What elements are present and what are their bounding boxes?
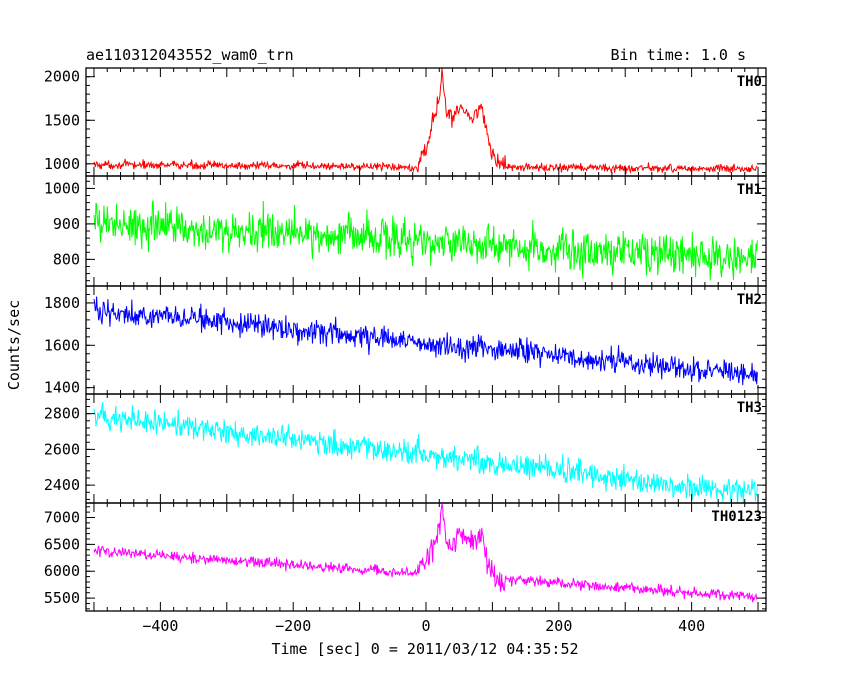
y-tick-label: 900 — [53, 215, 80, 233]
y-tick-label: 6500 — [44, 535, 80, 553]
panel-frame — [85, 393, 767, 504]
y-tick-label: 2800 — [44, 405, 80, 423]
panels-group: TH0 1000 1500 2000 TH1 800 900 1000 TH2 1400 1600 1… — [44, 67, 767, 612]
y-tick-label: 5500 — [44, 589, 80, 607]
y-tick-label: 1000 — [44, 155, 80, 173]
plot-title-left: ae110312043552_wam0_trn — [86, 46, 294, 64]
panel-label-th1: TH1 — [737, 182, 762, 198]
x-tick-label: −400 — [142, 617, 178, 635]
panel-th0: TH0 1000 1500 2000 — [44, 67, 767, 177]
x-tick-label: 400 — [678, 617, 705, 635]
y-tick-label: 6000 — [44, 562, 80, 580]
x-tick-label: 0 — [421, 617, 430, 635]
y-tick-label: 2600 — [44, 440, 80, 458]
plot-title-right: Bin time: 1.0 s — [611, 46, 746, 64]
y-tick-label: 2400 — [44, 476, 80, 494]
y-tick-label: 1000 — [44, 179, 80, 197]
panel-th1: TH1 800 900 1000 — [44, 175, 767, 287]
series-line-th0 — [93, 68, 758, 175]
panel-frame — [85, 67, 767, 177]
panel-frame — [85, 285, 767, 395]
y-tick-label: 7000 — [44, 509, 80, 527]
y-tick-label: 800 — [53, 250, 80, 268]
y-tick-label: 2000 — [44, 68, 80, 86]
series-line-th2 — [93, 296, 758, 386]
y-axis-label: Counts/sec — [5, 300, 23, 390]
series-line-th3 — [93, 402, 758, 503]
series-line-th1 — [93, 200, 758, 281]
panel-label-th3: TH3 — [737, 400, 762, 416]
x-tick-label: −200 — [275, 617, 311, 635]
panel-label-th0: TH0 — [737, 74, 762, 90]
x-axis-label: Time [sec] 0 = 2011/03/12 04:35:52 — [271, 640, 578, 658]
y-tick-label: 1800 — [44, 294, 80, 312]
series-line-th0123 — [93, 503, 758, 603]
x-axis: −400 −200 0 200 400 — [142, 617, 705, 635]
y-tick-label: 1600 — [44, 336, 80, 354]
y-tick-label: 1500 — [44, 111, 80, 129]
panel-th3: TH3 2400 2600 2800 — [44, 393, 767, 504]
panel-label-th0123: TH0123 — [711, 509, 762, 525]
x-tick-label: 200 — [545, 617, 572, 635]
panel-label-th2: TH2 — [737, 292, 762, 308]
y-tick-label: 1400 — [44, 379, 80, 397]
panel-th2: TH2 1400 1600 1800 — [44, 285, 767, 397]
panel-th0123: TH0123 5500 6000 6500 7000 — [44, 502, 767, 612]
